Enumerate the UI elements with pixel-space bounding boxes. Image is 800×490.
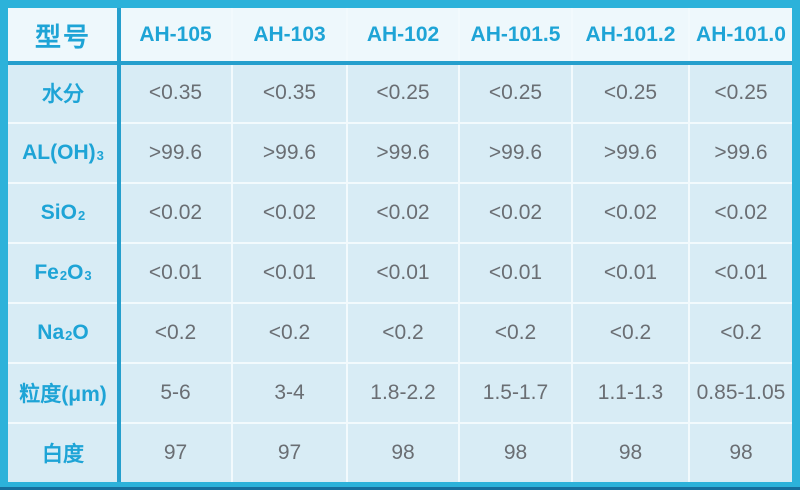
row-label-text: AL(OH): [22, 141, 96, 164]
value-cell: <0.25: [460, 64, 571, 122]
value-cell: <0.01: [120, 244, 231, 302]
value-cell: <0.02: [348, 184, 458, 242]
first-column-divider: [117, 8, 121, 482]
row-label-text: O: [67, 261, 84, 284]
value-cell: <0.2: [233, 304, 346, 362]
row-label-text: 白度: [42, 443, 84, 466]
value-cell: 98: [573, 424, 688, 482]
value-cell: 0.85-1.05: [690, 364, 792, 422]
column-header-cell: AH-105: [120, 8, 231, 62]
row-label-cell-whiteness: 白度: [8, 424, 118, 482]
value-cell: >99.6: [233, 124, 346, 182]
value-cell: <0.35: [120, 64, 231, 122]
row-label-cell-al-oh-3: AL(OH) 3: [8, 124, 118, 182]
row-label-cell-sio2: SiO 2: [8, 184, 118, 242]
value-cell: 5-6: [120, 364, 231, 422]
value-cell: <0.2: [348, 304, 458, 362]
value-cell: 97: [120, 424, 231, 482]
value-cell: <0.01: [460, 244, 571, 302]
row-label-text: SiO: [40, 201, 77, 224]
value-cell: <0.01: [348, 244, 458, 302]
header-row-divider: [8, 61, 792, 65]
value-cell: <0.02: [573, 184, 688, 242]
value-cell: <0.2: [120, 304, 231, 362]
value-cell: <0.02: [460, 184, 571, 242]
value-cell: <0.01: [573, 244, 688, 302]
value-cell: 1.8-2.2: [348, 364, 458, 422]
value-cell: <0.02: [233, 184, 346, 242]
column-header-cell: AH-102: [348, 8, 458, 62]
value-cell: <0.35: [233, 64, 346, 122]
spec-table-grid: 型号 AH-105 AH-103 AH-102 AH-101.5 AH-101.2 AH-1…: [8, 8, 792, 482]
row-label-cell-particle-size: 粒度(μm): [8, 364, 118, 422]
value-cell: <0.25: [573, 64, 688, 122]
value-cell: <0.01: [233, 244, 346, 302]
row-label-text: Fe: [34, 261, 59, 284]
value-cell: <0.2: [690, 304, 792, 362]
row-label-cell-na2o: Na 2 O: [8, 304, 118, 362]
column-header-cell: AH-101.0: [690, 8, 792, 62]
value-cell: 98: [348, 424, 458, 482]
value-cell: >99.6: [573, 124, 688, 182]
value-cell: <0.02: [690, 184, 792, 242]
row-label-cell-moisture: 水分: [8, 64, 118, 122]
value-cell: >99.6: [690, 124, 792, 182]
value-cell: 98: [460, 424, 571, 482]
value-cell: <0.02: [120, 184, 231, 242]
value-cell: <0.25: [348, 64, 458, 122]
value-cell: <0.01: [690, 244, 792, 302]
corner-header-cell: 型号: [8, 8, 118, 62]
row-label-cell-fe2o3: Fe 2 O 3: [8, 244, 118, 302]
value-cell: 1.5-1.7: [460, 364, 571, 422]
value-cell: <0.2: [460, 304, 571, 362]
value-cell: <0.2: [573, 304, 688, 362]
value-cell: >99.6: [348, 124, 458, 182]
value-cell: 3-4: [233, 364, 346, 422]
value-cell: <0.25: [690, 64, 792, 122]
row-label-text: 水分: [42, 83, 84, 106]
row-label-text: 粒度(μm): [19, 383, 107, 406]
value-cell: >99.6: [120, 124, 231, 182]
row-label-text: Na: [37, 321, 65, 344]
value-cell: >99.6: [460, 124, 571, 182]
column-header-cell: AH-101.2: [573, 8, 688, 62]
value-cell: 97: [233, 424, 346, 482]
row-label-text: O: [72, 321, 89, 344]
column-header-cell: AH-101.5: [460, 8, 571, 62]
column-header-cell: AH-103: [233, 8, 346, 62]
value-cell: 98: [690, 424, 792, 482]
value-cell: 1.1-1.3: [573, 364, 688, 422]
